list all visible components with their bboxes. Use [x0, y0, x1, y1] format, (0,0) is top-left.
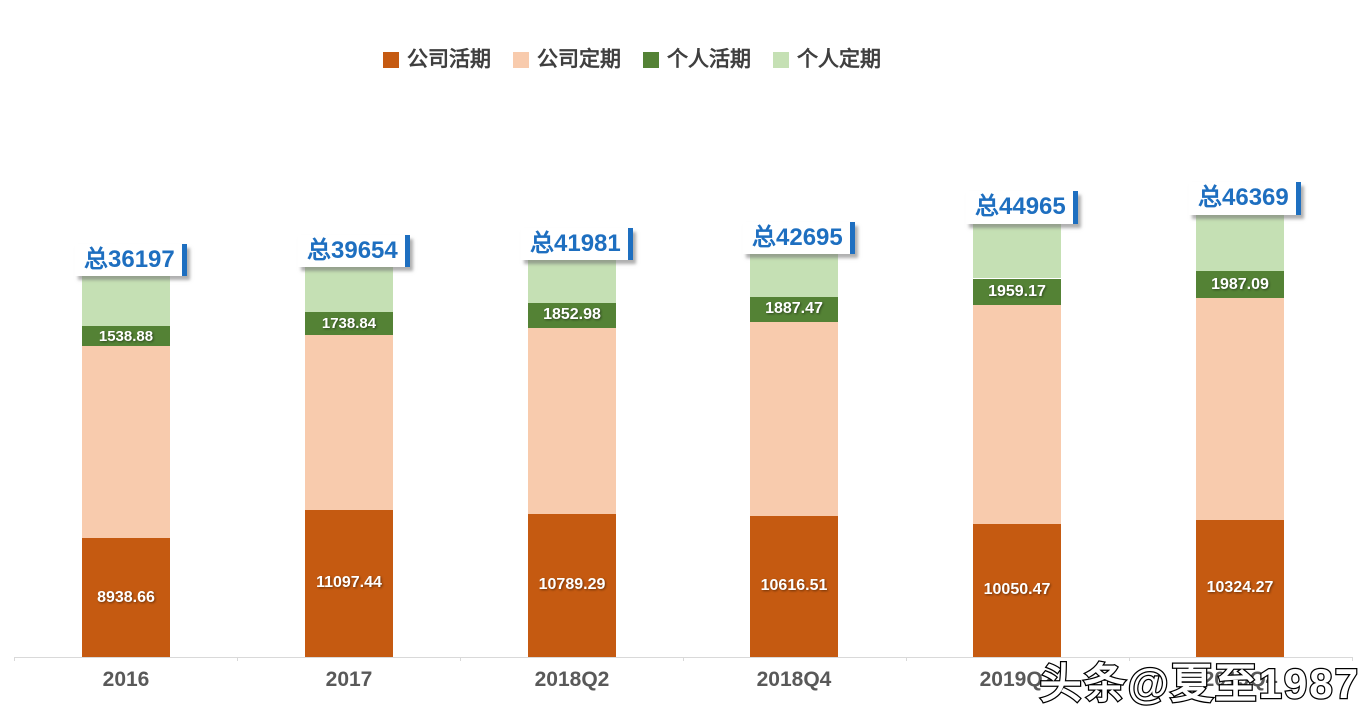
bar-value-label: 1538.88: [98, 327, 154, 345]
bar-segment-公司活期: 10050.47: [973, 523, 1061, 657]
legend-item: 个人定期: [773, 49, 881, 70]
total-label: 总39654: [307, 236, 398, 264]
legend: 公司活期 公司定期 个人活期 个人定期: [383, 49, 903, 70]
bar-segment-个人定期: [1196, 214, 1284, 272]
bar-segment-公司活期: 10324.27: [1196, 519, 1284, 657]
bar-value-label: 10050.47: [983, 581, 1051, 599]
bar-segment-公司活期: 10616.51: [750, 516, 838, 657]
bar-segment-公司定期: [528, 327, 616, 514]
bar-value-label: 11097.44: [316, 574, 382, 592]
bar-segment-公司定期: [973, 304, 1061, 524]
legend-label: 公司定期: [537, 48, 621, 71]
total-label: 总36197: [84, 245, 175, 273]
x-axis-label: 2019Q2: [979, 668, 1055, 691]
bar-value-label: 1987.09: [1211, 275, 1269, 293]
x-axis-tick: [237, 657, 238, 661]
total-label-box: 总39654: [298, 234, 410, 267]
x-axis-tick: [1129, 657, 1130, 661]
bar-value-label: 10324.27: [1206, 579, 1274, 597]
total-label: 总44965: [975, 193, 1066, 221]
x-axis-tick: [460, 657, 461, 661]
legend-swatch-icon: [643, 51, 659, 68]
bar-segment-个人活期: 1887.47: [750, 296, 838, 322]
legend-item: 公司活期: [383, 49, 491, 70]
bar-value-label: 10616.51: [760, 577, 828, 595]
x-axis-tick: [1352, 657, 1353, 661]
bar-segment-公司活期: 10789.29: [528, 513, 616, 657]
total-label-box: 总46369: [1189, 182, 1301, 215]
bar-segment-个人活期: 1738.84: [305, 311, 393, 335]
bar-value-label: 10789.29: [538, 576, 606, 594]
watermark: 头条@夏至1987: [1038, 659, 1360, 709]
bar-segment-公司定期: [750, 322, 838, 516]
x-axis-label: 2019Q4: [1202, 668, 1278, 691]
bar-segment-个人活期: 1538.88: [82, 325, 170, 347]
bar-value-label: 1887.47: [765, 300, 823, 318]
legend-swatch-icon: [773, 51, 789, 68]
x-axis-tick: [14, 657, 15, 661]
bar-segment-个人定期: [973, 223, 1061, 279]
x-axis-tick: [906, 657, 907, 661]
legend-item: 个人活期: [643, 49, 751, 70]
total-label: 总41981: [530, 230, 621, 258]
x-axis-label: 2016: [102, 668, 150, 691]
legend-label: 个人活期: [667, 48, 751, 71]
total-label-box: 总36197: [75, 243, 187, 277]
x-axis-label: 2018Q2: [534, 668, 610, 691]
bar-value-label: 1738.84: [321, 314, 377, 332]
total-label-box: 总41981: [521, 228, 633, 261]
x-axis-tick: [683, 657, 684, 661]
bar-segment-个人定期: [750, 253, 838, 297]
total-label: 总46369: [1198, 184, 1289, 212]
bar-value-label: 8938.66: [97, 588, 155, 606]
total-label: 总42695: [752, 223, 843, 251]
bar-segment-公司定期: [305, 334, 393, 510]
bar-segment-个人定期: [305, 266, 393, 312]
bar-value-label: 1959.17: [988, 282, 1046, 300]
legend-label: 公司活期: [407, 48, 491, 71]
bar-segment-个人活期: 1959.17: [973, 278, 1061, 305]
bar-segment-公司定期: [1196, 297, 1284, 520]
bar-segment-个人定期: [528, 260, 616, 304]
bar-segment-公司活期: 11097.44: [305, 509, 393, 657]
bar-segment-个人活期: 1987.09: [1196, 271, 1284, 298]
bar-value-label: 1852.98: [543, 306, 601, 324]
bar-segment-个人活期: 1852.98: [528, 303, 616, 328]
legend-label: 个人定期: [797, 48, 881, 71]
total-label-box: 总44965: [966, 191, 1078, 224]
bar-segment-公司活期: 8938.66: [82, 538, 170, 657]
legend-swatch-icon: [513, 51, 529, 68]
bar-segment-个人定期: [82, 275, 170, 326]
legend-swatch-icon: [383, 51, 399, 68]
bar-segment-公司定期: [82, 346, 170, 539]
legend-item: 公司定期: [513, 49, 621, 70]
total-label-box: 总42695: [743, 221, 855, 255]
x-axis-label: 2017: [325, 668, 373, 691]
x-axis-label: 2018Q4: [756, 668, 832, 691]
